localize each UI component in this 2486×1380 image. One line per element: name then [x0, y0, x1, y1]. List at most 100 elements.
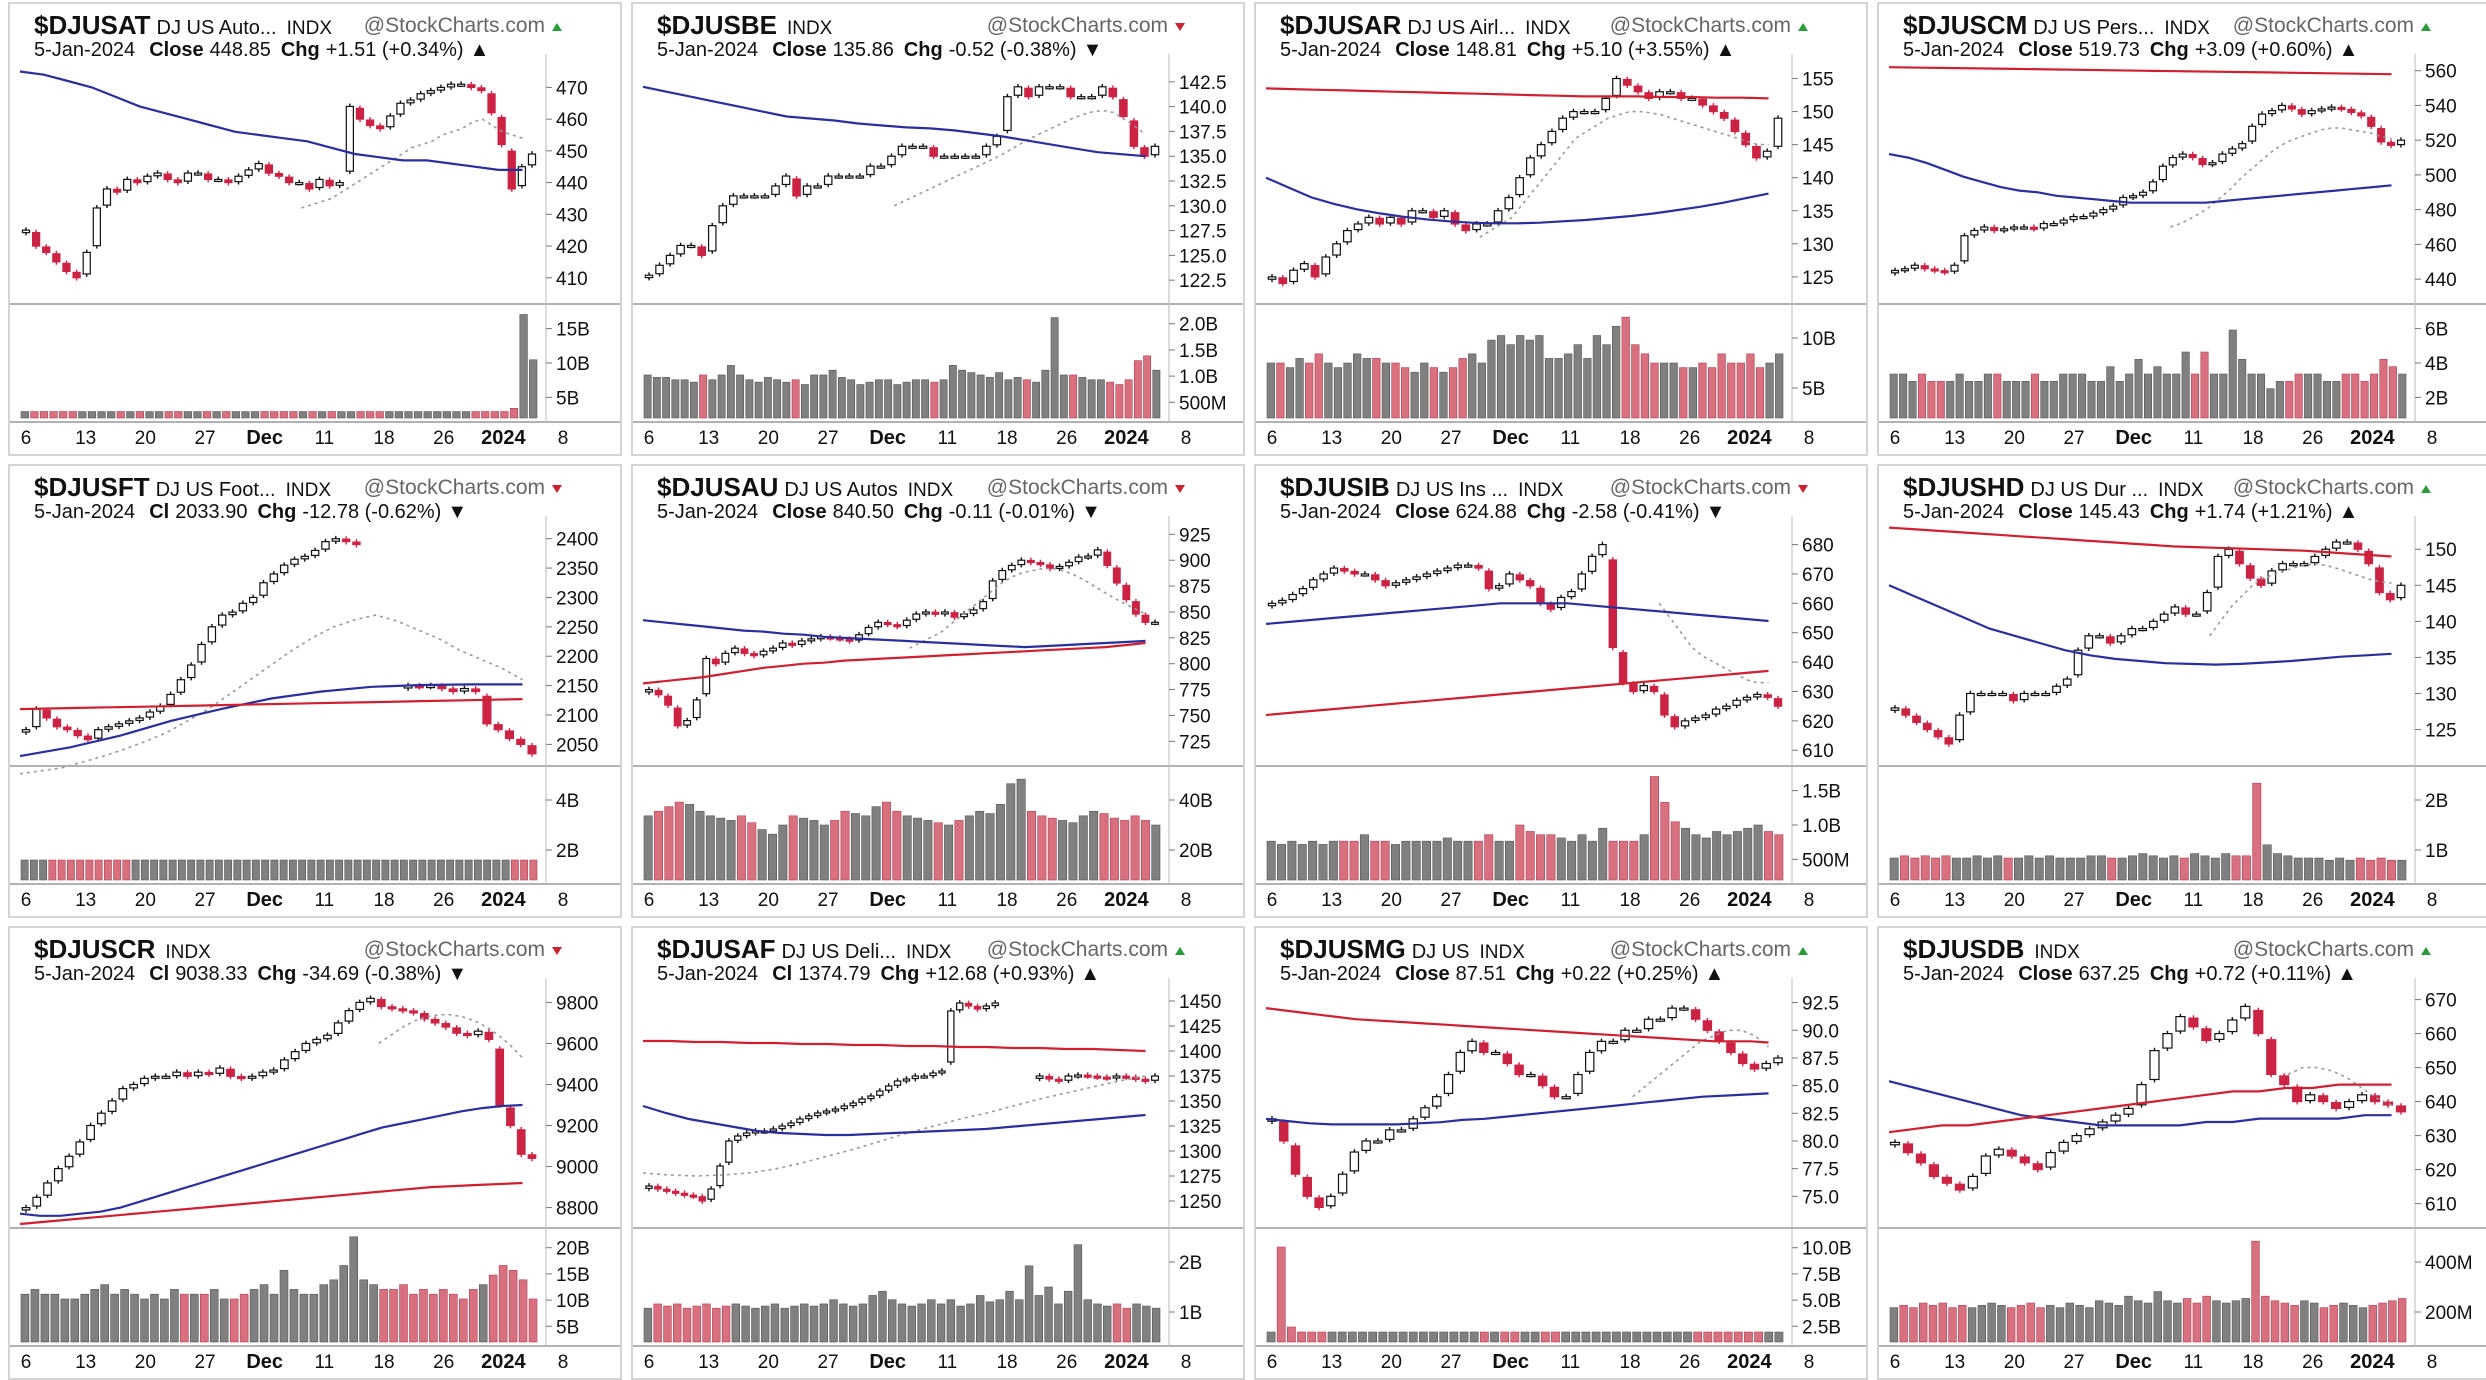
volume-bar	[1458, 358, 1467, 419]
volume-bar	[2341, 373, 2350, 419]
volume-bar	[1707, 367, 1717, 419]
candle-body	[1066, 87, 1075, 98]
candle-body	[1922, 722, 1932, 731]
volume-bar	[1958, 1305, 1967, 1343]
close-value: 624.88	[1456, 501, 1517, 523]
ytick-label: 125	[2425, 721, 2457, 742]
chart-panel-djusft[interactable]: $DJUSFT DJ US Foot... INDX @StockCharts.com…	[8, 464, 622, 918]
candle-body	[21, 1206, 31, 1211]
candle-body	[1007, 564, 1016, 571]
ma-short-line	[19, 614, 523, 775]
volume-bar	[1931, 857, 1941, 881]
volume-bar	[2241, 855, 2251, 881]
source-watermark: @StockCharts.com	[987, 14, 1168, 37]
candle-body	[31, 231, 41, 247]
close-label: Close	[772, 39, 826, 61]
candle-body	[2058, 1141, 2069, 1152]
candle-body	[778, 1125, 786, 1130]
chart-panel-djushd[interactable]: $DJUSHD DJ US Dur ... INDX @StockCharts.com…	[1877, 464, 2486, 918]
xtick-label: 18	[373, 1352, 394, 1373]
candle-body	[1479, 1042, 1489, 1054]
xtick-label: 2024	[2350, 427, 2395, 449]
volume-bar	[500, 411, 509, 419]
candle-body	[665, 254, 675, 265]
volume-bar	[160, 1298, 169, 1343]
chart-panel-djusat[interactable]: $DJUSAT DJ US Auto... INDX @StockCharts.com…	[8, 2, 622, 456]
volume-bar	[353, 859, 362, 881]
chart-header: $DJUSBE INDX	[657, 10, 833, 40]
ytick-label: 77.5	[1802, 1160, 1839, 1181]
volume-bar	[921, 379, 930, 419]
candle-body	[2396, 584, 2406, 599]
candle-body	[1046, 564, 1054, 570]
volume-bar	[2075, 1305, 2084, 1343]
candle-body	[1349, 1151, 1360, 1172]
vtick-label: 2.0B	[1179, 315, 1218, 336]
chart-panel-djusdb[interactable]: $DJUSDB INDX @StockCharts.com 5-Jan-2024 Clo…	[1877, 926, 2486, 1380]
candle-body	[333, 1022, 343, 1034]
ytick-label: 9400	[556, 1075, 598, 1096]
volume-bar	[662, 377, 671, 419]
candle-body	[2299, 563, 2309, 567]
chart-panel-djusbe[interactable]: $DJUSBE INDX @StockCharts.com 5-Jan-2024 Clo…	[631, 2, 1245, 456]
candle-body	[1960, 235, 1969, 262]
candle-body	[645, 688, 653, 693]
candle-body	[2288, 563, 2298, 567]
candle-body	[118, 1087, 128, 1100]
volume-bar	[1314, 353, 1323, 419]
candle-body	[1055, 565, 1064, 570]
candle-body	[2123, 1107, 2134, 1115]
source-watermark: @StockCharts.com	[1610, 938, 1791, 961]
candle-body	[163, 173, 172, 181]
volume-bar	[773, 379, 782, 419]
volume-bar	[1448, 367, 1458, 419]
candle-body	[1353, 223, 1363, 231]
chart-panel-djusib[interactable]: $DJUSIB DJ US Ins ... INDX @StockCharts.com…	[1254, 464, 1868, 918]
candle-body	[1680, 720, 1690, 727]
chart-panel-djusmg[interactable]: $DJUSMG DJ US INDX @StockCharts.com 5-Jan-20…	[1254, 926, 1868, 1380]
xtick-label: 6	[1890, 890, 1901, 911]
volume-bar	[1140, 820, 1150, 881]
volume-bar	[2280, 1302, 2290, 1343]
exchange-label: INDX	[1518, 480, 1564, 501]
candle-body	[1676, 92, 1686, 99]
vtick-label: 1.5B	[1179, 341, 1218, 362]
symbol-label: $DJUSAR	[1280, 10, 1402, 40]
candle-body	[1288, 593, 1297, 601]
chart-panel-djusau[interactable]: $DJUSAU DJ US Autos INDX @StockCharts.com 5-…	[631, 464, 1245, 918]
xtick-label: 18	[1619, 428, 1640, 449]
chart-panel-djusaf[interactable]: $DJUSAF DJ US Deli... INDX @StockCharts.com…	[631, 926, 1245, 1380]
chart-panel-djusar[interactable]: $DJUSAR DJ US Airl... INDX @StockCharts.com…	[1254, 2, 1868, 456]
ytick-label: 142.5	[1179, 73, 1227, 94]
candle-body	[884, 1085, 893, 1091]
chart-panel-djuscm[interactable]: $DJUSCM DJ US Pers... INDX @StockCharts.com…	[1877, 2, 2486, 456]
ytick-label: 125	[1802, 268, 1834, 289]
candle-body	[778, 642, 787, 648]
candle-body	[21, 229, 31, 234]
volume-bar	[1276, 1246, 1286, 1343]
xtick-label: 26	[1679, 890, 1700, 911]
date-label: 5-Jan-2024	[1903, 39, 2004, 61]
candle-body	[2175, 1015, 2186, 1032]
candle-body	[988, 580, 997, 600]
volume-bar	[865, 381, 874, 419]
candle-body	[1587, 555, 1597, 572]
volume-bar	[1112, 1303, 1122, 1343]
chart-svg: $DJUSMG DJ US INDX @StockCharts.com5-Jan-20…	[1256, 934, 1866, 1373]
candle-body	[1443, 567, 1452, 572]
ytick-label: 2150	[556, 677, 598, 698]
candle-body	[707, 1188, 715, 1200]
candle-body	[2041, 692, 2051, 697]
volume-bar	[2266, 388, 2275, 419]
candle-body	[2009, 693, 2018, 702]
volume-bar	[2257, 373, 2266, 419]
volume-bar	[1908, 381, 1917, 419]
volume-bar	[2398, 373, 2407, 419]
volume-bar	[90, 1289, 99, 1343]
source-watermark: @StockCharts.com	[987, 476, 1168, 499]
candle-body	[2228, 148, 2237, 154]
candle-body	[1910, 264, 1919, 269]
chart-panel-djuscr[interactable]: $DJUSCR INDX @StockCharts.com 5-Jan-2024 Cl 9…	[8, 926, 622, 1380]
ytick-label: 440	[2425, 270, 2457, 291]
volume-bar	[452, 411, 461, 419]
